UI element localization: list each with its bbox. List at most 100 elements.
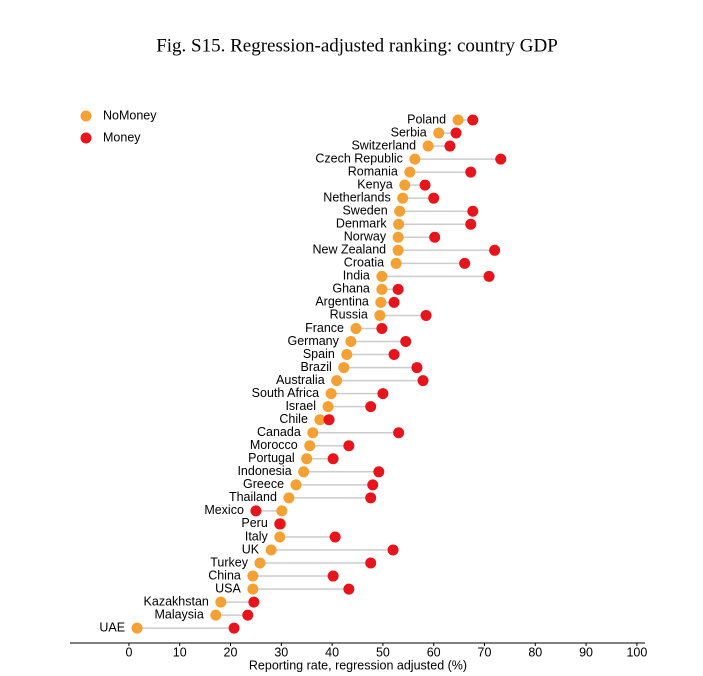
- dot: [327, 453, 339, 465]
- dot: [373, 466, 385, 478]
- dot: [399, 179, 411, 191]
- dot: [247, 570, 259, 582]
- dot: [409, 153, 421, 165]
- category-label: France: [305, 321, 344, 335]
- category-label: Mexico: [204, 503, 244, 517]
- dot: [265, 544, 277, 556]
- x-tick-label: 60: [427, 645, 441, 659]
- dot: [367, 479, 379, 491]
- dot: [377, 388, 389, 400]
- dot: [345, 336, 357, 348]
- category-label: Germany: [287, 334, 339, 348]
- category-label: Switzerland: [351, 138, 416, 152]
- category-label: Peru: [241, 516, 267, 530]
- category-label: Israel: [285, 399, 316, 413]
- dot: [210, 609, 222, 621]
- dot: [376, 270, 388, 282]
- dot: [452, 114, 464, 126]
- dot: [392, 244, 404, 256]
- dot: [341, 349, 353, 361]
- dot: [444, 140, 456, 152]
- category-label: Croatia: [344, 256, 384, 270]
- x-tick-label: 20: [224, 645, 238, 659]
- category-label: Australia: [276, 373, 325, 387]
- dot: [388, 349, 400, 361]
- dot: [390, 257, 402, 269]
- category-label: China: [208, 568, 241, 582]
- dot: [322, 401, 334, 413]
- dot: [250, 505, 262, 517]
- dot: [215, 596, 227, 608]
- dot: [376, 283, 388, 295]
- category-label: Greece: [243, 477, 284, 491]
- dot: [420, 309, 432, 321]
- dot: [254, 557, 266, 569]
- category-label: Spain: [303, 347, 335, 361]
- category-label: Thailand: [229, 490, 277, 504]
- x-tick-label: 50: [376, 645, 390, 659]
- category-label: Denmark: [336, 217, 387, 231]
- dot: [465, 218, 477, 230]
- dot: [428, 192, 440, 204]
- dot: [247, 583, 259, 595]
- dot: [459, 257, 471, 269]
- dot: [394, 205, 406, 217]
- dot: [298, 466, 310, 478]
- category-label: Kazakhstan: [144, 594, 209, 608]
- dot: [274, 518, 286, 530]
- dot: [400, 336, 412, 348]
- dot: [301, 453, 313, 465]
- category-label: USA: [215, 581, 241, 595]
- dot: [338, 362, 350, 374]
- category-label: Indonesia: [237, 464, 291, 478]
- dot: [392, 231, 404, 243]
- category-label: Czech Republic: [315, 151, 403, 165]
- category-label: Argentina: [315, 295, 369, 309]
- dot: [323, 414, 335, 426]
- dot: [365, 492, 377, 504]
- dot: [274, 531, 286, 543]
- dot: [404, 166, 416, 178]
- category-label: Turkey: [210, 555, 248, 569]
- category-label: Romania: [348, 164, 398, 178]
- legend-swatch: [80, 132, 92, 144]
- x-tick-label: 30: [274, 645, 288, 659]
- category-label: Canada: [257, 425, 301, 439]
- dot: [393, 218, 405, 230]
- x-tick-label: 70: [478, 645, 492, 659]
- category-label: Netherlands: [323, 190, 390, 204]
- category-label: Poland: [407, 112, 446, 126]
- dot: [467, 205, 479, 217]
- category-label: Morocco: [250, 438, 298, 452]
- category-label: UK: [242, 542, 260, 556]
- category-label: Norway: [344, 230, 387, 244]
- dot: [495, 153, 507, 165]
- dot: [433, 127, 445, 139]
- dot: [343, 583, 355, 595]
- dot: [374, 309, 386, 321]
- dot: [397, 192, 409, 204]
- dot: [417, 375, 429, 387]
- dot: [248, 596, 260, 608]
- dot: [465, 166, 477, 178]
- dot: [376, 322, 388, 334]
- dot: [411, 362, 423, 374]
- dot: [393, 427, 405, 439]
- dot: [325, 388, 337, 400]
- dot: [276, 505, 288, 517]
- category-label: New Zealand: [312, 243, 386, 257]
- x-tick-label: 40: [325, 645, 339, 659]
- dot: [419, 179, 431, 191]
- dot: [392, 283, 404, 295]
- x-tick-label: 90: [579, 645, 593, 659]
- category-label: Brazil: [301, 360, 332, 374]
- dot: [467, 114, 479, 126]
- dot: [242, 609, 254, 621]
- legend-swatch: [80, 110, 92, 122]
- chart-title: Fig. S15. Regression-adjusted ranking: c…: [156, 35, 558, 56]
- dot: [483, 270, 495, 282]
- dot: [304, 440, 316, 452]
- dot: [365, 401, 377, 413]
- category-label: Chile: [279, 412, 308, 426]
